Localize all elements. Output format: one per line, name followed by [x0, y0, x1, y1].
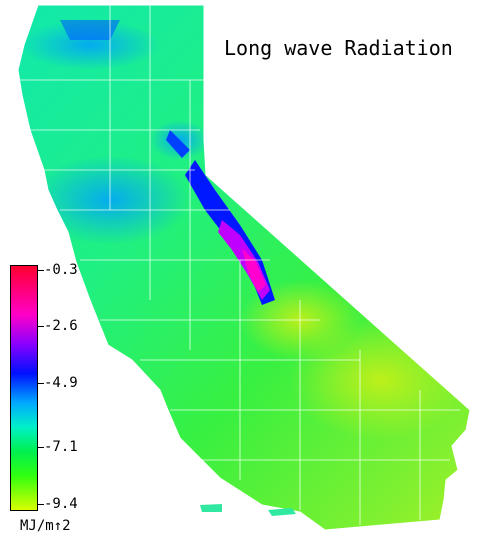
legend-tick-label: -0.3: [44, 262, 78, 278]
legend-unit-label: MJ/m↑2: [20, 518, 71, 534]
legend-tick-label: -4.9: [44, 375, 78, 391]
legend-tick-label: -7.1: [44, 439, 78, 455]
legend-tick-mark: [38, 326, 44, 327]
color-scale-bar: [10, 265, 38, 511]
legend-tick-mark: [38, 447, 44, 448]
map-title: Long wave Radiation: [224, 36, 453, 60]
legend-tick-mark: [38, 383, 44, 384]
legend-tick-mark: [38, 270, 44, 271]
legend-tick-label: -2.6: [44, 318, 78, 334]
legend-tick-label: -9.4: [44, 496, 78, 512]
legend-tick-mark: [38, 504, 44, 505]
